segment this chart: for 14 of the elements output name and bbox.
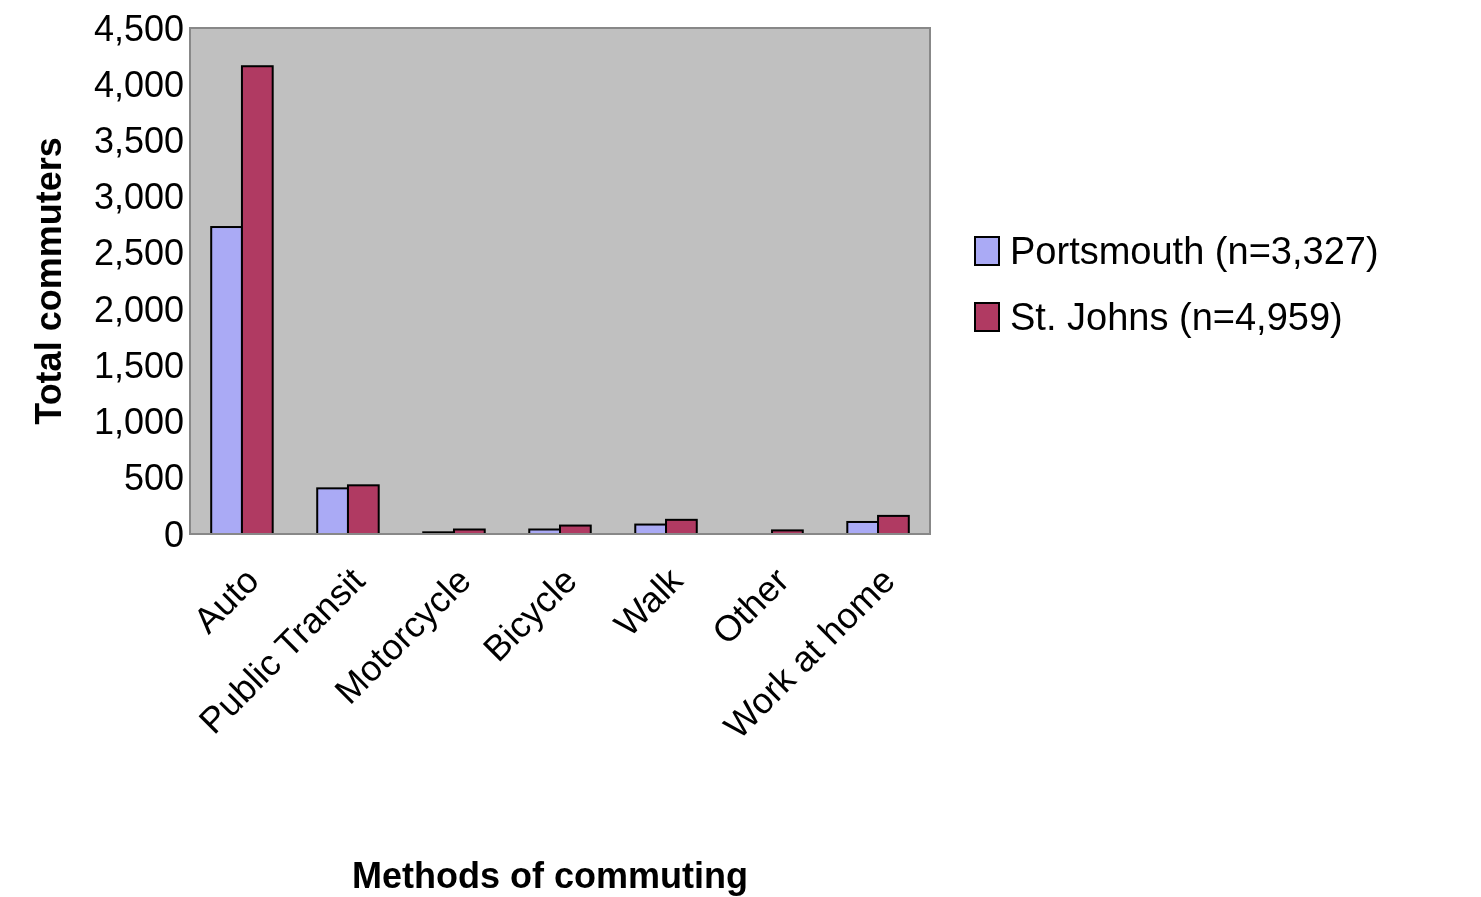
y-tick-label: 4,000 [93, 63, 184, 105]
y-tick-label: 3,500 [93, 119, 184, 161]
y-axis-title: Total commuters [27, 137, 69, 425]
x-axis-title: Methods of commuting [352, 854, 748, 896]
y-tick-label: 2,500 [93, 232, 184, 274]
y-tick-label: 2,000 [93, 288, 184, 330]
y-tick-label: 500 [123, 457, 184, 499]
y-tick-label: 4,500 [93, 7, 184, 49]
y-tick-label: 0 [163, 513, 184, 555]
y-tick-label: 3,000 [93, 176, 184, 218]
y-tick-label: 1,000 [93, 401, 184, 443]
y-tick-label: 1,500 [93, 344, 184, 386]
legend-label: Portsmouth (n=3,327) [1010, 230, 1379, 272]
legend-label: St. Johns (n=4,959) [1010, 296, 1343, 338]
